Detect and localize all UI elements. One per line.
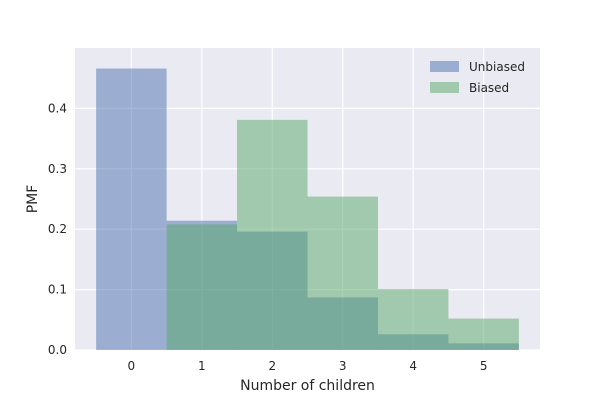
legend-label-unbiased: Unbiased (469, 60, 525, 74)
y-tick-label-4: 0.4 (48, 101, 67, 115)
x-axis-label: Number of children (240, 378, 375, 394)
x-tick-label-5: 5 (480, 359, 488, 373)
x-tick-label-4: 4 (409, 359, 417, 373)
legend-swatch-unbiased (430, 61, 459, 72)
legend-swatch-biased (430, 82, 459, 93)
bar-unbiased-0 (96, 68, 167, 350)
x-tick-label-0: 0 (128, 359, 136, 373)
bar-biased-5 (448, 318, 519, 350)
bar-biased-2 (237, 119, 308, 350)
y-tick-label-3: 0.3 (48, 162, 67, 176)
y-axis-label: PMF (25, 185, 41, 214)
x-tick-label-3: 3 (339, 359, 347, 373)
legend: Unbiased Biased (430, 60, 525, 95)
bar-biased-3 (307, 196, 378, 350)
x-tick-label-2: 2 (268, 359, 276, 373)
y-tick-labels: 0.0 0.1 0.2 0.3 0.4 (48, 101, 67, 357)
bar-biased-1 (166, 224, 238, 350)
y-tick-label-0: 0.0 (48, 343, 67, 357)
x-tick-labels: 0 1 2 3 4 5 (128, 359, 488, 373)
y-tick-label-2: 0.2 (48, 222, 67, 236)
x-tick-label-1: 1 (198, 359, 206, 373)
bars (96, 68, 519, 350)
legend-label-biased: Biased (469, 81, 509, 95)
y-tick-label-1: 0.1 (48, 283, 67, 297)
bar-biased-4 (377, 288, 449, 350)
